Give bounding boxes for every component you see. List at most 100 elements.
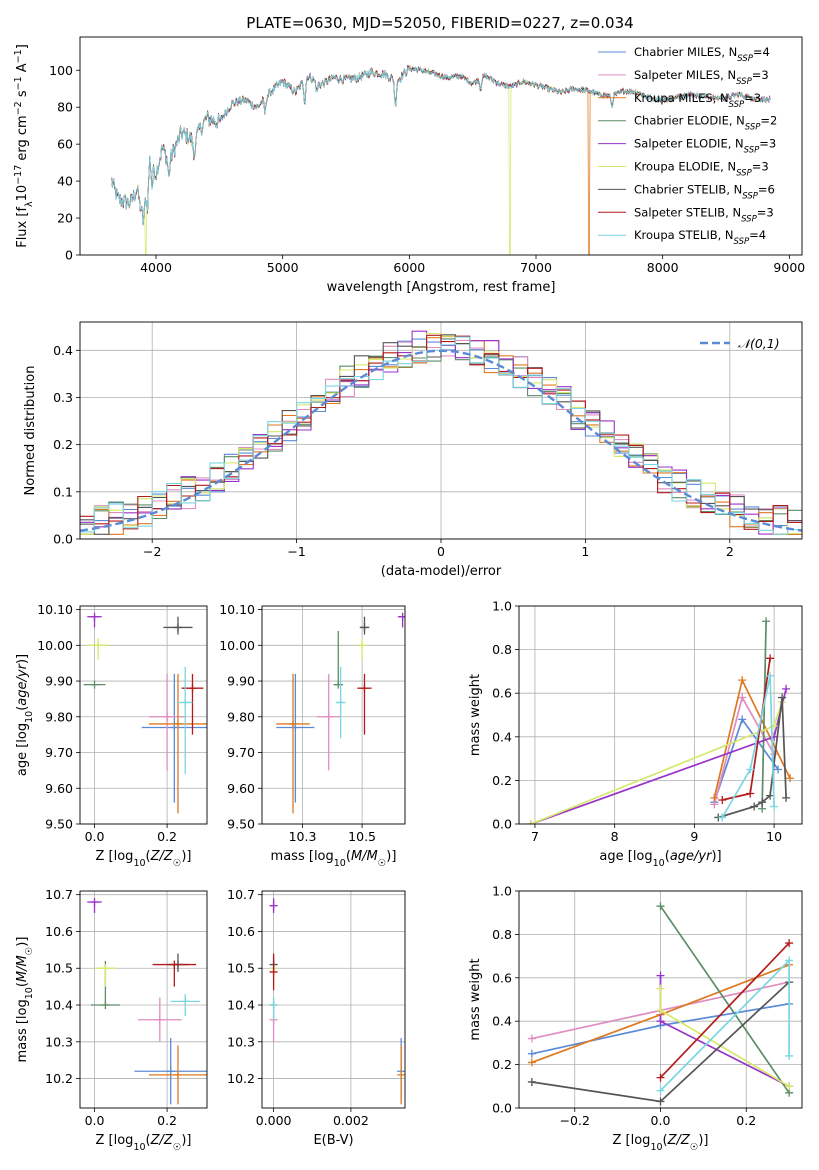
label-part: λ — [24, 201, 35, 207]
weight-marker — [762, 617, 771, 626]
weight-marker — [527, 1034, 536, 1043]
y-tick-label: 10.3 — [227, 1034, 255, 1049]
errorbar-point-chabrier-stelib — [167, 953, 189, 972]
errorbar-point-kroupa-stelib — [269, 997, 278, 1020]
y-tick-label: 100 — [49, 63, 73, 78]
legend-text: Salpeter STELIB, N — [634, 205, 741, 219]
errorbar-point-salpeter-miles — [138, 997, 182, 1042]
label-part: Z/Z — [667, 1133, 691, 1148]
errorbar-point-chabrier-miles — [134, 1038, 207, 1105]
legend-text: SSP — [742, 191, 758, 201]
errorbar-point-kroupa-miles — [397, 1045, 405, 1105]
legend-text: =3 — [759, 137, 776, 151]
label-part: ] — [15, 44, 30, 49]
label-part: age/yr — [15, 662, 30, 705]
legend-label-normal: 𝒩(0,1) — [738, 336, 780, 351]
point-marker — [90, 898, 99, 907]
legend-label-kroupa-miles: Kroupa MILES, NSSP=3 — [634, 91, 761, 110]
point-marker — [90, 680, 99, 689]
weight-marker — [527, 1049, 536, 1058]
label-part: ☉ — [690, 1142, 699, 1153]
x-tick-label: 0.002 — [333, 1113, 369, 1128]
errorbar-point-kroupa-stelib — [177, 666, 193, 774]
x-tick-label: −0.2 — [560, 1113, 590, 1128]
y-axis-label: Normed distribution — [23, 366, 38, 496]
label-part: 10 — [653, 858, 665, 869]
label-part: log — [114, 1133, 134, 1148]
axes-frame — [261, 890, 406, 1109]
weight-marker — [766, 671, 775, 680]
x-axis-label: Z [log10(Z/Z☉)] — [612, 1133, 708, 1153]
y-tick-label: 0 — [65, 248, 73, 263]
weight-marker — [758, 798, 767, 807]
y-tick-label: 0.0 — [53, 532, 73, 547]
y-tick-label: 0.1 — [53, 484, 73, 499]
label-part: mass [ — [15, 1019, 30, 1062]
y-tick-label: 9.50 — [227, 817, 255, 832]
legend-text: Chabrier ELODIE, N — [634, 114, 745, 128]
errorbar-point-salpeter-elodie — [269, 898, 278, 914]
y-axis-label: age [log10(age/yr)] — [15, 654, 35, 776]
panel-mass-vs-EBV: 0.000 0.002 10.2 10.3 10.4 10.5 10.6 10.7 E(B-V) — [227, 887, 406, 1148]
weight-marker — [778, 693, 787, 702]
weight-marker — [656, 1017, 665, 1026]
y-tick-label: 9.90 — [45, 674, 73, 689]
errorbar-point-salpeter-stelib — [152, 960, 197, 987]
y-tick-label: 9.90 — [227, 674, 255, 689]
x-tick-label: 0.0 — [85, 1113, 105, 1128]
y-tick-label: 0.8 — [492, 927, 512, 942]
y-tick-label: 0.0 — [492, 1101, 512, 1116]
label-part: 10 — [133, 1142, 145, 1153]
spectrum-line-kroupa-stelib — [111, 65, 771, 225]
figure-title: PLATE=0630, MJD=52050, FIBERID=0227, z=0… — [246, 14, 633, 32]
panel-weight-vs-Z: −0.2 0.0 0.2 0.0 0.2 0.4 0.6 0.8 1.0 Z [log10(Z/Z… — [468, 884, 803, 1153]
y-tick-label: 9.60 — [45, 781, 73, 796]
legend-text: SSP — [734, 237, 750, 247]
x-tick-label: 2 — [726, 544, 734, 559]
y-tick-label: 60 — [57, 137, 73, 152]
weight-marker — [656, 1086, 665, 1095]
legend-text: Kroupa MILES, N — [634, 91, 729, 105]
errorbar-point-kroupa-miles — [276, 673, 310, 814]
point-marker — [181, 698, 190, 707]
weight-marker — [656, 971, 665, 980]
y-tick-label: 0.4 — [53, 343, 73, 358]
point-marker — [155, 1015, 164, 1024]
errorbar-point-kroupa-miles — [148, 673, 207, 814]
y-tick-label: 10.4 — [45, 998, 73, 1013]
errorbar-point-salpeter-elodie — [397, 612, 405, 628]
point-marker — [188, 684, 197, 693]
point-marker — [324, 712, 333, 721]
weight-marker — [746, 789, 755, 798]
label-part: ☉ — [24, 947, 35, 956]
weight-marker — [710, 793, 719, 802]
weight-line-kroupa-stelib — [721, 675, 775, 818]
legend-label-chabrier-elodie: Chabrier ELODIE, NSSP=2 — [634, 114, 777, 133]
x-axis-label: age [log10(age/yr)] — [599, 849, 721, 869]
y-axis-label: mass [log10(M/M☉)] — [15, 937, 35, 1063]
y-tick-label: 1.0 — [492, 884, 512, 899]
point-marker — [173, 1070, 182, 1079]
axes-frame — [518, 605, 803, 825]
legend-label-salpeter-stelib: Salpeter STELIB, NSSP=3 — [634, 205, 774, 224]
axes-frame — [79, 36, 803, 256]
errorbar-point-chabrier-stelib — [163, 616, 193, 635]
axes-frame — [261, 605, 406, 825]
y-tick-label: 20 — [57, 211, 73, 226]
label-part: )] — [15, 937, 30, 947]
point-marker — [173, 719, 182, 728]
y-tick-label: 1.0 — [492, 599, 512, 614]
label-part: ( — [346, 849, 351, 864]
legend-label-kroupa-elodie: Kroupa ELODIE, NSSP=3 — [634, 160, 769, 179]
legend-text: Kroupa STELIB, N — [634, 228, 734, 242]
label-part: log — [314, 849, 334, 864]
legend-label-kroupa-stelib: Kroupa STELIB, NSSP=4 — [634, 228, 766, 247]
x-axis-label: E(B-V) — [313, 1133, 353, 1148]
point-marker — [101, 1001, 110, 1010]
y-tick-label: 0.2 — [53, 437, 73, 452]
panel-spectrum: 4000 5000 6000 7000 8000 9000 0 20 40 60 80 100 wave… — [13, 36, 805, 295]
point-marker — [269, 1001, 278, 1010]
label-part: ( — [15, 982, 30, 987]
